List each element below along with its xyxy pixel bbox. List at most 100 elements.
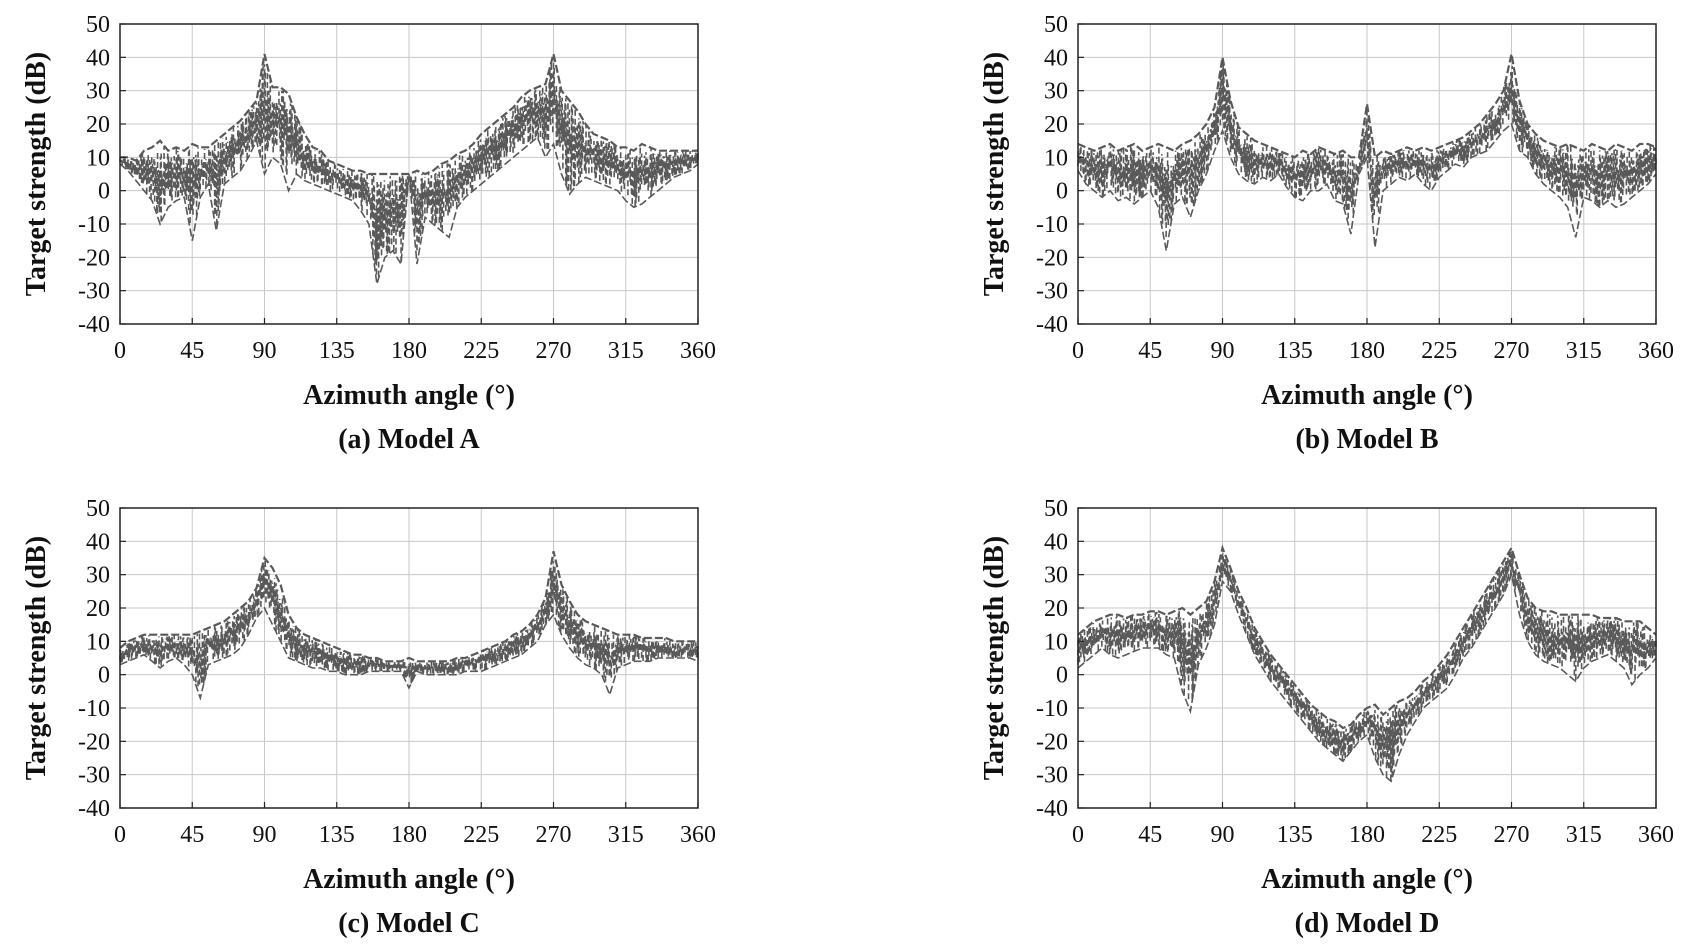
x-tick-label: 270 [536, 338, 572, 364]
panel-caption: (d) Model D [1295, 908, 1440, 939]
chart-c: 0 45 90 135 180 225 270 315 360 50 40 30 20 10 0 -10 -20… [21, 496, 716, 939]
x-tick-label: 90 [253, 338, 277, 364]
x-axis-label: Azimuth angle (°) [303, 380, 515, 411]
y-tick-label: 30 [86, 563, 110, 589]
x-tick-label: 135 [319, 338, 355, 364]
y-tick-label: 20 [1044, 112, 1068, 138]
x-tick-label: 360 [1638, 822, 1674, 848]
series-upper-line [1077, 544, 1657, 730]
panel-caption: (b) Model B [1295, 424, 1438, 455]
y-tick-label: -10 [1036, 212, 1068, 238]
x-tick-label: 180 [1349, 822, 1385, 848]
y-tick-label: -10 [78, 696, 110, 722]
series-upper-line [1077, 53, 1657, 160]
x-tick-label: 315 [608, 822, 644, 848]
y-tick-label: 20 [86, 596, 110, 622]
y-tick-label: 40 [86, 45, 110, 71]
y-tick-label: -40 [1036, 312, 1068, 338]
x-axis-label: Azimuth angle (°) [303, 864, 515, 895]
panel-caption: (c) Model C [338, 908, 480, 939]
y-tick-label: 40 [1044, 529, 1068, 555]
x-tick-label: 360 [680, 338, 716, 364]
x-tick-label: 315 [1566, 822, 1602, 848]
y-tick-label: 40 [86, 529, 110, 555]
x-tick-label: 225 [463, 338, 499, 364]
x-tick-label: 0 [1072, 338, 1084, 364]
series-lower-line [1077, 122, 1657, 251]
x-tick-label: 0 [1072, 822, 1084, 848]
x-tick-label: 135 [1277, 338, 1313, 364]
y-axis-label: Target strength (dB) [979, 536, 1010, 780]
x-tick-label: 45 [180, 338, 204, 364]
x-axis-label: Azimuth angle (°) [1261, 864, 1473, 895]
x-tick-label: 45 [180, 822, 204, 848]
y-tick-label: -30 [78, 279, 110, 305]
chart-b: 0 45 90 135 180 225 270 315 360 50 40 30 20 10 0 -10 -20… [979, 12, 1674, 455]
y-tick-label: 30 [1044, 563, 1068, 589]
series-lower-line [119, 135, 699, 285]
x-tick-label: 270 [1494, 338, 1530, 364]
x-tick-label: 360 [1638, 338, 1674, 364]
series-lower-line [1077, 571, 1657, 783]
x-tick-label: 0 [114, 822, 126, 848]
y-tick-label: -10 [78, 212, 110, 238]
y-tick-label: 20 [86, 112, 110, 138]
y-tick-label: -20 [78, 245, 110, 271]
y-tick-label: 50 [1044, 496, 1068, 522]
series-d-0 [1077, 544, 1657, 783]
x-tick-label: 315 [1566, 338, 1602, 364]
x-tick-label: 270 [1494, 822, 1530, 848]
x-tick-label: 180 [1349, 338, 1385, 364]
y-axis-label: Target strength (dB) [979, 52, 1010, 296]
y-tick-label: -20 [1036, 245, 1068, 271]
x-tick-label: 45 [1138, 338, 1162, 364]
y-tick-label: 0 [1056, 179, 1068, 205]
x-tick-label: 90 [1211, 822, 1235, 848]
y-tick-label: -30 [1036, 763, 1068, 789]
y-tick-label: -40 [78, 312, 110, 338]
y-tick-label: -40 [78, 796, 110, 822]
x-tick-label: 315 [608, 338, 644, 364]
y-axis-label: Target strength (dB) [21, 52, 52, 296]
y-tick-label: 50 [86, 12, 110, 38]
x-tick-label: 0 [114, 338, 126, 364]
x-tick-label: 225 [463, 822, 499, 848]
y-tick-label: 30 [86, 79, 110, 105]
panel-caption: (a) Model A [338, 424, 480, 455]
x-tick-label: 225 [1421, 822, 1457, 848]
x-tick-label: 225 [1421, 338, 1457, 364]
y-tick-label: -30 [1036, 279, 1068, 305]
series-upper-line [119, 551, 698, 663]
y-tick-label: 50 [86, 496, 110, 522]
x-tick-label: 45 [1138, 822, 1162, 848]
y-tick-label: 0 [98, 663, 110, 689]
chart-a: 0 45 90 135 180 225 270 315 360 50 40 30 20 10 0 -10 -20… [21, 12, 716, 455]
x-tick-label: 135 [319, 822, 355, 848]
y-tick-label: -20 [1036, 729, 1068, 755]
y-tick-label: 0 [98, 179, 110, 205]
y-tick-label: -20 [78, 729, 110, 755]
x-tick-label: 90 [1211, 338, 1235, 364]
x-tick-label: 180 [391, 822, 427, 848]
x-tick-label: 270 [536, 822, 572, 848]
series-a-0 [119, 53, 699, 285]
y-tick-label: 20 [1044, 596, 1068, 622]
x-tick-label: 360 [680, 822, 716, 848]
series-c-0 [119, 551, 699, 701]
x-tick-label: 90 [253, 822, 277, 848]
series-b-0 [1077, 53, 1657, 251]
y-tick-label: -30 [78, 763, 110, 789]
y-tick-label: -10 [1036, 696, 1068, 722]
chart-d: 0 45 90 135 180 225 270 315 360 50 40 30 20 10 0 -10 -20… [979, 496, 1674, 939]
x-axis-label: Azimuth angle (°) [1261, 380, 1473, 411]
y-tick-label: 50 [1044, 12, 1068, 38]
y-tick-label: 30 [1044, 79, 1068, 105]
y-tick-label: -40 [1036, 796, 1068, 822]
y-tick-label: 10 [1044, 629, 1068, 655]
series-lower-line [119, 606, 699, 701]
y-tick-label: 0 [1056, 663, 1068, 689]
y-tick-label: 10 [86, 145, 110, 171]
y-tick-label: 40 [1044, 45, 1068, 71]
x-tick-label: 135 [1277, 822, 1313, 848]
